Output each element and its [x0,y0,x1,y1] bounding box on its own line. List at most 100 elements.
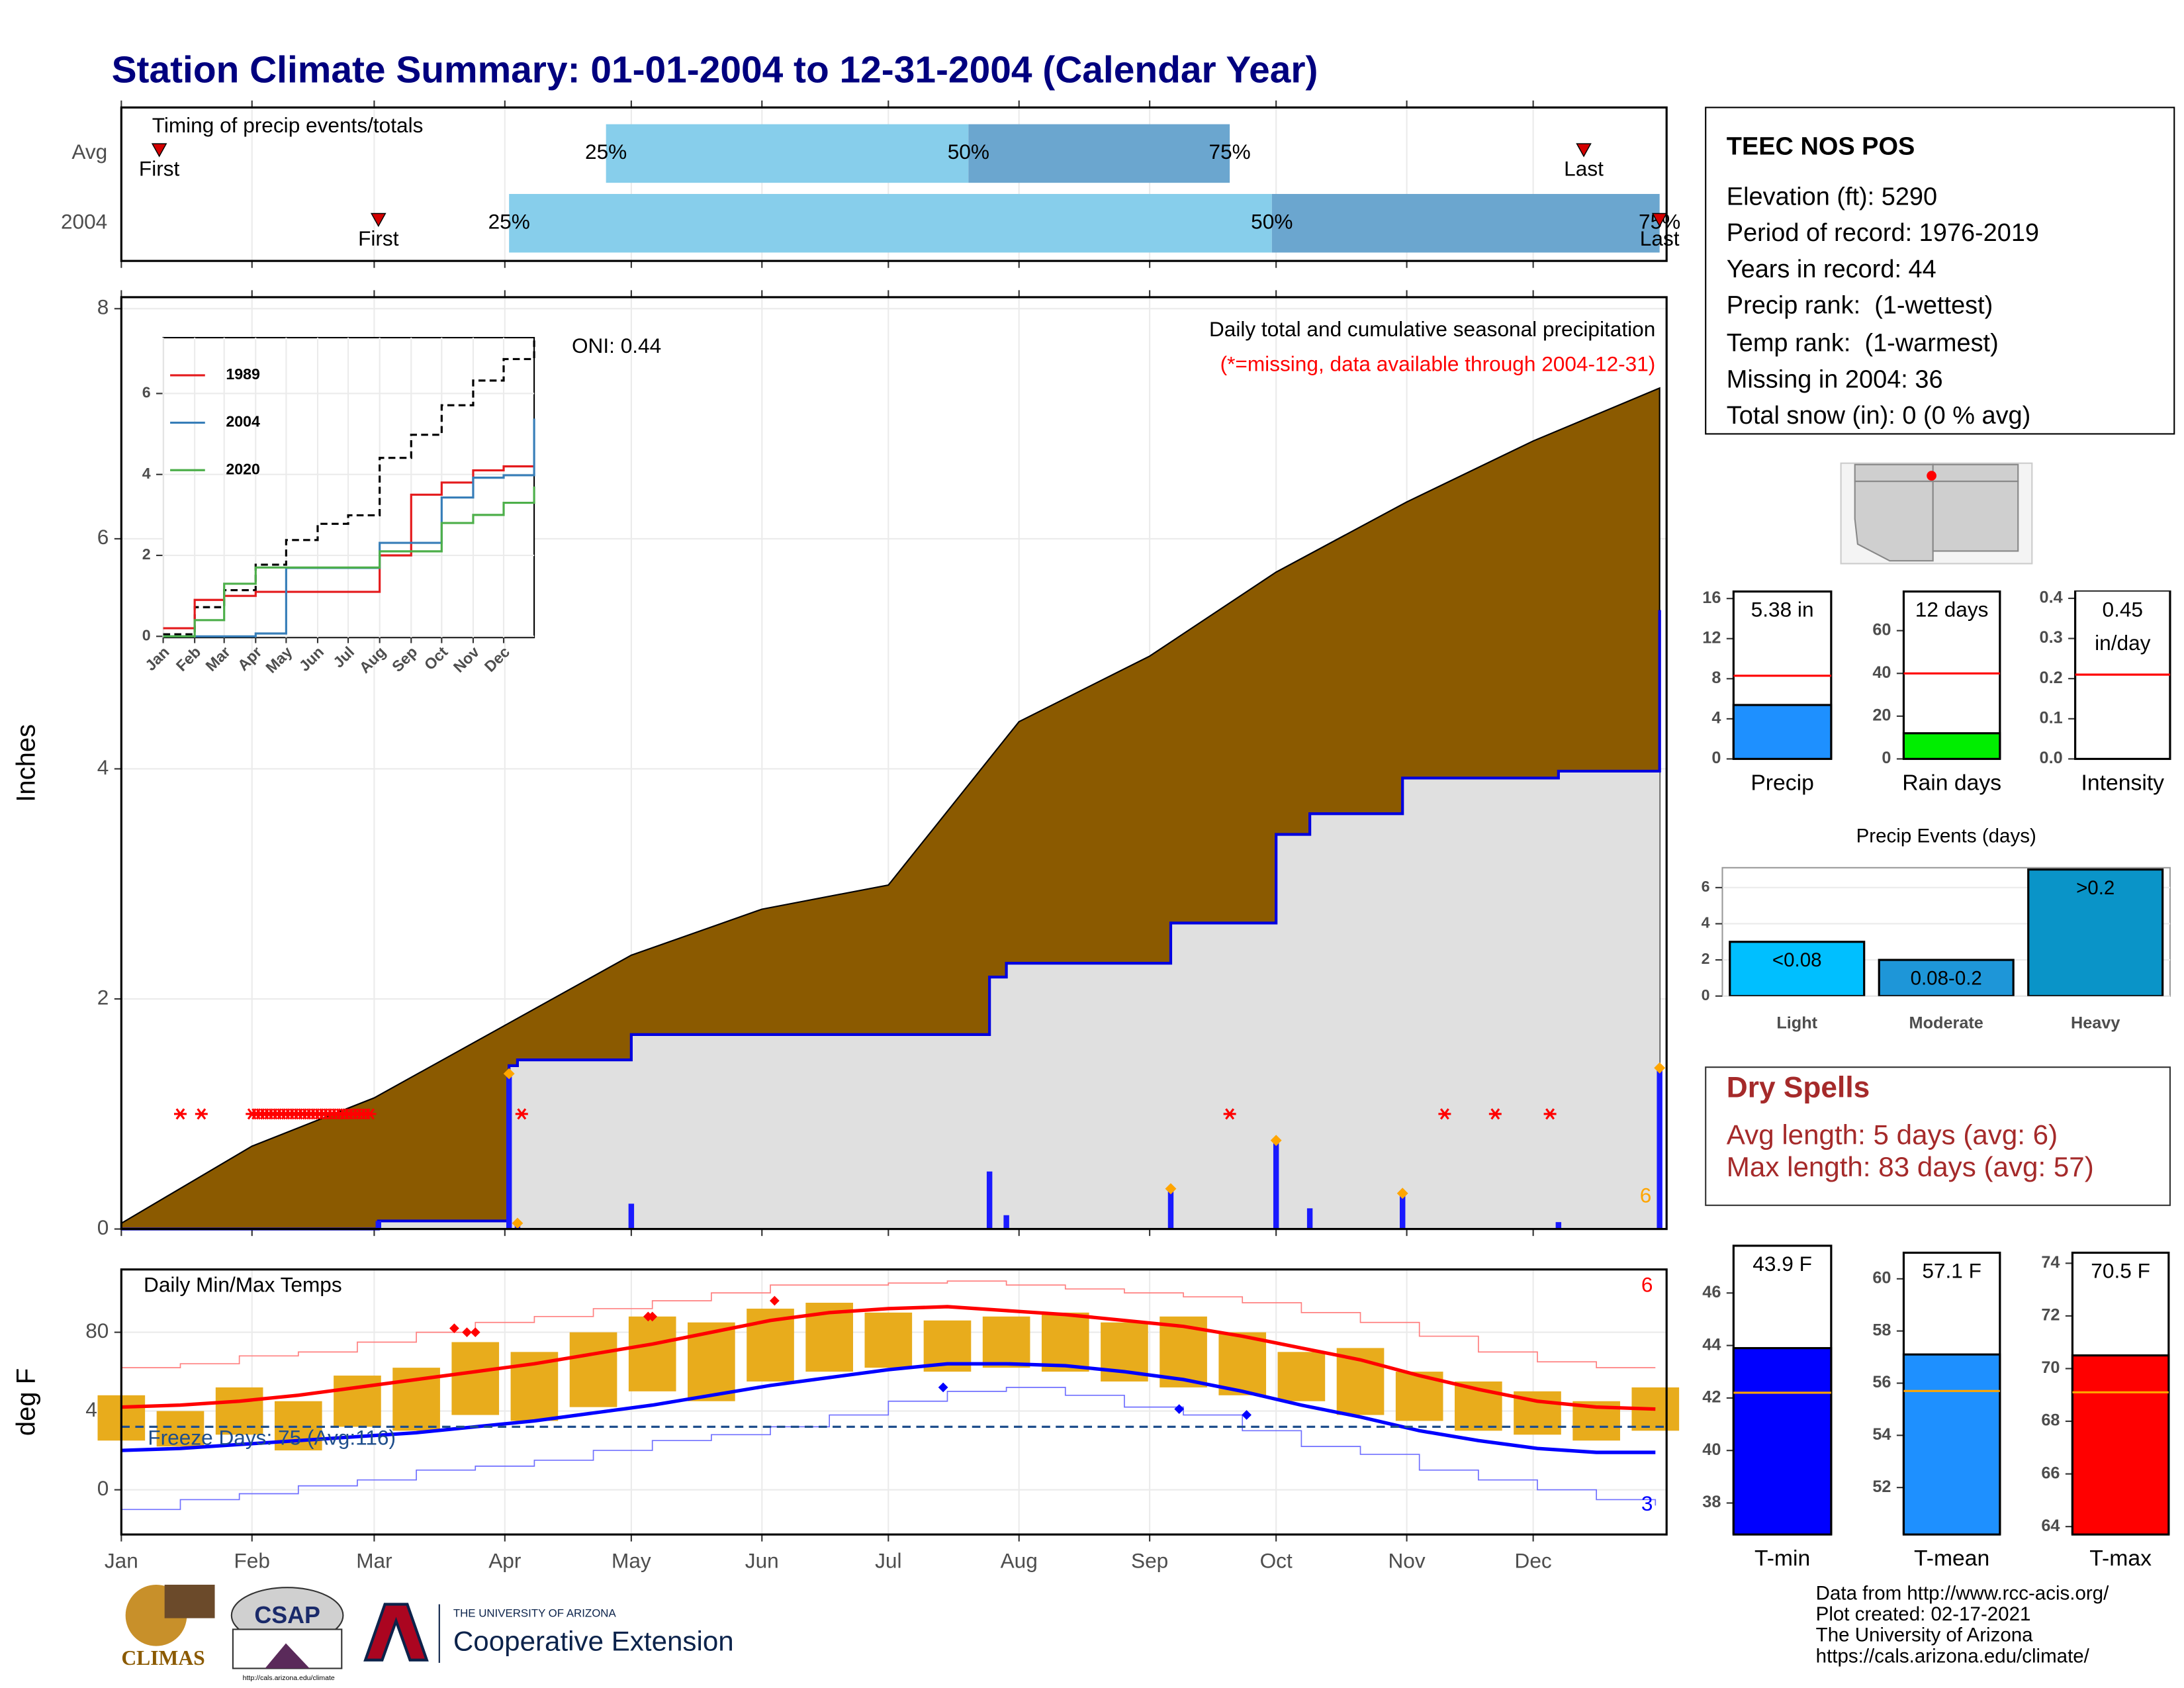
x-tick-label: T-max [2089,1546,2152,1571]
y-tick-label: 52 [1872,1477,1891,1496]
x-tick-label: Jun [745,1549,779,1573]
bar [2071,1354,2170,1535]
panel-title: Daily Min/Max Temps [144,1272,342,1296]
label-box [1902,590,2001,761]
page-title: Station Climate Summary: 01-01-2004 to 1… [112,49,1318,91]
y-tick-label: 0 [1702,986,1710,1004]
y-tick-label: 74 [2041,1253,2060,1272]
dry-spells-line: Max length: 83 days (avg: 57) [1727,1151,2094,1182]
freeze-label: Freeze Days: 75 (Avg:116) [148,1426,396,1450]
y-axis-label: deg F [12,1368,41,1436]
record-low-marker [1242,1410,1251,1420]
missing-marker [515,1108,528,1120]
value-label-box: 12 days [1915,598,1989,622]
y-tick-label: 60 [1872,1269,1891,1288]
y-tick-label: 0 [1711,749,1721,767]
daily-precip-bar [986,1171,993,1229]
highlight-marker [1270,1135,1282,1147]
percent-label: 25% [488,210,530,234]
highlight-marker [1396,1188,1408,1199]
station-line: Period of record: 1976-2019 [1727,219,2039,247]
missing-marker [1438,1108,1451,1120]
observed-temp-bar [1218,1332,1267,1395]
dry-spells-title: Dry Spells [1727,1072,1870,1104]
value-label-box: 57.1 F [1922,1260,1981,1284]
station-line: Years in record: 44 [1727,256,1936,283]
y-tick-label: 46 [1702,1283,1721,1301]
value-label: 43.9 F [1752,1252,1812,1277]
percent-label: 75% [1209,140,1251,164]
normal-min-line [121,1362,1656,1454]
footer-line: Data from http://www.rcc-acis.org/ [1816,1583,2109,1605]
y-tick-label: 0 [97,1215,109,1239]
daily-precip-bar [1306,1208,1313,1229]
timing-bar-low [606,124,969,183]
row-label: 2004 [61,210,107,234]
university-text: THE UNIVERSITY OF ARIZONA [453,1607,617,1620]
dry-spells-box [1705,1066,2171,1206]
y-tick-label: 0.3 [2040,628,2063,647]
station-line: Total snow (in): 0 (0 % avg) [1727,402,2030,430]
highlight-marker [1165,1183,1177,1195]
y-tick-label: 8 [97,295,109,319]
x-tick-label: May [612,1549,651,1573]
y-tick-label: 80 [85,1319,109,1342]
csap-mountain [265,1643,310,1669]
missing-marker [1223,1108,1236,1120]
timing-marker-label: Last [1640,226,1680,250]
missing-marker [174,1108,187,1120]
y-tick-label: 2 [1702,950,1710,967]
timing-bar-high [1271,194,1660,253]
y-tick-label: 6 [97,525,109,549]
y-tick-label: 70 [2041,1358,2060,1377]
y-tick-label: 0 [1882,749,1891,767]
panel-border [120,1268,1668,1536]
observed-temp-bar [156,1411,205,1447]
highlight-count: 6 [1640,1183,1652,1207]
percent-label: 50% [1251,210,1293,234]
y-tick-label: 4 [1711,709,1721,727]
climas-emblem [164,1584,215,1618]
bar [1902,732,2001,759]
x-tick-label: Light [1776,1014,1817,1033]
bar [1729,941,1866,996]
record-low-count: 3 [1641,1491,1653,1515]
x-tick-label: Moderate [1909,1014,1983,1033]
bar [1878,959,2015,996]
panel-title: Precip Events (days) [1856,825,2036,847]
csap-logo-text: CSAP [254,1602,320,1628]
x-tick-label: Oct [1260,1549,1293,1573]
x-tick-label: Precip [1751,770,1814,795]
y-tick-label: 56 [1872,1373,1891,1391]
csap-url: http://cals.arizona.edu/climate [243,1674,335,1682]
x-tick-label: Mar [356,1549,392,1573]
y-tick-label: 0.2 [2040,669,2063,687]
daily-precip-bar [1399,1193,1406,1229]
oni-annotation: ONI: 0.44 [572,334,661,357]
station-line: Temp rank: (1-warmest) [1727,330,1999,357]
value-label: 5.38 in [1751,598,1814,622]
highlight-marker [503,1068,515,1080]
x-tick-label: Jul [875,1549,901,1573]
daily-precip-bar [1003,1215,1009,1229]
x-tick-label: Sep [1131,1549,1168,1573]
location-map [1840,462,2033,565]
record-low-marker [1174,1404,1185,1414]
station-name: TEEC NOS POS [1727,132,1915,160]
timing-marker-label: Last [1564,157,1604,181]
extension-text: Cooperative Extension [453,1626,734,1657]
series-line [163,487,535,637]
bar-label: <0.08 [1772,949,1822,971]
value-label-box: 5.38 in [1751,598,1814,622]
timing-bar-low [509,194,1272,253]
timing-marker-label: First [139,157,180,181]
timing-marker [1576,143,1592,158]
record-min-line [121,1387,1657,1511]
value-label: 70.5 F [2091,1259,2150,1284]
cumulative-area [121,610,1660,1229]
y-tick-label: 44 [1702,1335,1721,1354]
y-tick-label: 38 [1702,1493,1721,1511]
y-tick-label: 8 [1711,669,1721,687]
legend-label: 2004 [226,413,260,430]
value-label: 12 days [1915,598,1989,622]
